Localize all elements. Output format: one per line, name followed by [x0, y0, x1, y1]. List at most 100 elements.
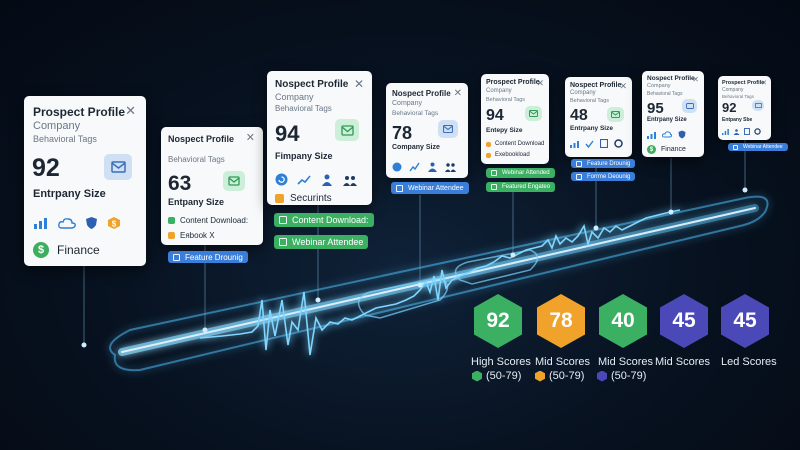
chart-icon [722, 128, 729, 135]
close-icon[interactable]: ✕ [536, 78, 544, 88]
tag-chip[interactable]: Webinar Attendee [274, 235, 369, 249]
users-icon [733, 128, 740, 135]
score-hexagon: 40 [599, 294, 647, 348]
card-title: Prospect Profile [33, 105, 126, 119]
mail-icon [104, 154, 132, 180]
team-icon [445, 163, 456, 172]
card-score: 92 [32, 154, 60, 182]
score-group-low[interactable]: 45 Led Scores [721, 294, 799, 394]
close-icon[interactable]: ✕ [761, 80, 767, 87]
card-size-label: Company Size [392, 144, 440, 151]
prospect-card-5[interactable]: ✕ Prospect Profile Company Behavioral Ta… [481, 74, 549, 164]
check-icon [585, 140, 594, 148]
mail-icon [607, 107, 624, 122]
behavior-tag: Exebookload [486, 152, 530, 158]
prospect-card-2[interactable]: ✕ Nospect Profile Behavioral Tags 63 Ent… [161, 127, 263, 245]
card-score: 94 [486, 107, 504, 124]
card-tags-label: Behavioral Tags [392, 110, 439, 117]
card-size-label: Entepy Size [486, 127, 523, 134]
dollar-badge-icon: $ [108, 217, 120, 229]
cloud-icon [662, 131, 672, 138]
score-range: (50-79) [472, 370, 521, 382]
card-tags-label: Behavioral Tags [722, 94, 754, 99]
tag-chip[interactable]: Forrme Deounig [571, 172, 636, 181]
card-company: Company [486, 88, 512, 94]
tag-chip[interactable]: Webinar Attendee [728, 143, 788, 151]
prospect-card-8[interactable]: ✕ Prospect Profile Company Behavioral Ta… [718, 76, 771, 140]
behavior-tag: Securints [275, 193, 332, 204]
close-icon[interactable]: ✕ [692, 75, 699, 84]
prospect-card-4[interactable]: ✕ Nospect Profile Company Behavioral Tag… [386, 83, 468, 178]
refresh-icon [275, 173, 288, 186]
card-score: 63 [168, 172, 192, 195]
tag-chip[interactable]: Webinar Attended [486, 168, 555, 178]
card-tags-label: Behavioral Tags [168, 155, 225, 164]
behavior-tag: Content Download [486, 141, 544, 147]
card-size-label: Entpany Sbe [722, 117, 753, 123]
globe-icon [392, 162, 402, 172]
card-tags-label: Behavioral Tags [486, 97, 526, 103]
card-title: Prospect Profile [486, 79, 540, 86]
mail-icon [223, 171, 245, 191]
card-icon-row [647, 130, 686, 139]
hex-icon [597, 370, 607, 382]
card-category: $ Finance [33, 242, 100, 258]
card-title: Nospect Profile [168, 134, 235, 144]
chart-icon [409, 162, 420, 172]
card-score: 48 [570, 107, 588, 124]
behavior-tag: Content Download: [168, 216, 248, 225]
cloud-icon [58, 218, 76, 229]
mail-icon [438, 120, 458, 138]
mail-icon [682, 99, 697, 113]
chart-icon [297, 174, 311, 185]
chart-icon [570, 140, 579, 148]
shield-icon [86, 217, 97, 229]
prospect-card-3[interactable]: ✕ Nospect Profile Company Behavioral Tag… [267, 71, 372, 205]
card-icon-row [275, 173, 357, 186]
chart-icon [647, 131, 656, 139]
card-company: Company [647, 83, 671, 89]
score-hexagon: 92 [474, 294, 522, 348]
capsule-1 [357, 277, 449, 319]
hex-icon [472, 370, 482, 382]
chart-icon [34, 218, 47, 229]
hex-icon [535, 370, 545, 382]
card-company: Company [570, 90, 596, 96]
close-icon[interactable]: ✕ [353, 77, 364, 91]
prospect-card-6[interactable]: ✕ Nospect Profile Company Behavioral Tag… [565, 77, 632, 157]
tag-chip[interactable]: Content Download: [274, 213, 374, 227]
dollar-icon: $ [647, 145, 656, 154]
tag-chip[interactable]: Feature Drounig [571, 159, 636, 168]
close-icon[interactable]: ✕ [125, 103, 136, 118]
close-icon[interactable]: ✕ [453, 88, 462, 99]
score-group-mid-3[interactable]: 45 Mid Scores [655, 294, 749, 394]
card-score: 94 [275, 121, 300, 146]
score-range: (50-79) [535, 370, 584, 382]
score-group-mid-1[interactable]: 78 Mid Scores (50-79) [535, 294, 645, 394]
card-company: Company [392, 100, 422, 107]
doc-icon [600, 139, 608, 148]
tag-chip[interactable]: Featured Engateo [486, 182, 556, 192]
card-company: Company [33, 120, 81, 132]
tag-chip[interactable]: Feature Drounig [168, 251, 248, 263]
score-hexagon: 45 [721, 294, 769, 348]
score-group-mid-2[interactable]: 40 Mid Scores (50-79) [597, 294, 707, 394]
tag-chip[interactable]: Webinar Attendee [391, 182, 469, 194]
card-icon-row [392, 162, 456, 172]
close-icon[interactable]: ✕ [245, 132, 255, 144]
card-size-label: Fimpany Size [275, 151, 333, 161]
gear-icon [614, 139, 623, 148]
card-title: Nospect Profile [275, 79, 349, 90]
behavior-tag: Eᴙbook X [168, 231, 215, 240]
card-title: Prospect Profile [722, 80, 765, 86]
score-group-high[interactable]: 92 High Scores (50-79) [471, 294, 581, 394]
card-tags-label: Behavioral Tags [647, 91, 683, 97]
card-score: 78 [392, 123, 413, 143]
svg-text:$: $ [112, 220, 117, 229]
gear-icon [754, 128, 761, 135]
score-group-label: Led Scores [721, 356, 777, 368]
close-icon[interactable]: ✕ [619, 81, 627, 91]
prospect-card-7[interactable]: ✕ Nospect Profile Company Behavioral Tag… [642, 71, 704, 157]
prospect-card-1[interactable]: ✕ Prospect Profile Company Behavioral Ta… [24, 96, 146, 266]
